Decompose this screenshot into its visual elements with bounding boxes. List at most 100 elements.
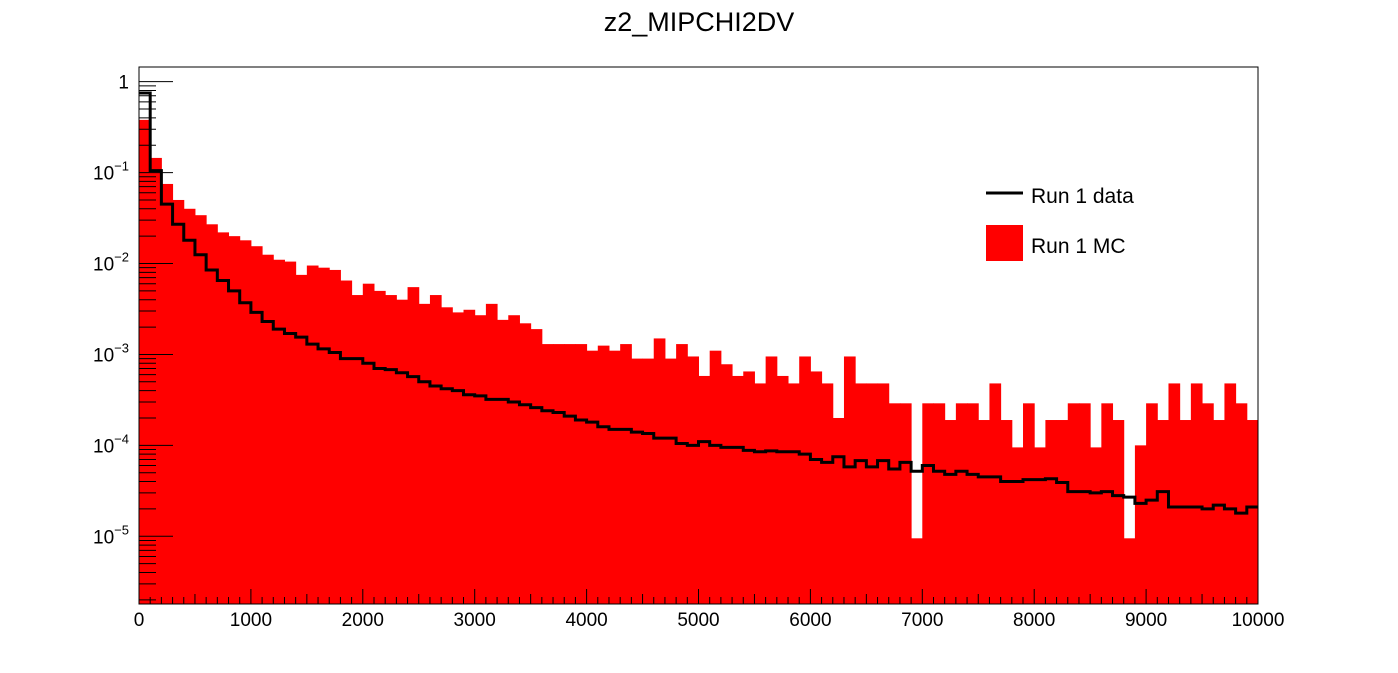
mc-bar [620,344,632,604]
mc-bar [1202,403,1214,604]
mc-bar [497,319,509,604]
mc-bar [877,383,890,604]
mc-bar [676,344,688,604]
mc-bar [318,267,330,604]
mc-bar [463,309,476,604]
y-tick-label: 1 [118,73,129,94]
mc-bar [306,265,319,604]
legend-swatch-run1-mc [986,225,1023,261]
legend-label-run1-data: Run 1 data [1031,185,1134,208]
mc-bar [1112,420,1125,604]
mc-bar [922,403,934,604]
chart-title: z2_MIPCHI2DV [604,7,795,37]
mc-bar [575,344,588,604]
mc-bar [250,246,263,604]
mc-bar [788,383,800,604]
x-tick-label: 4000 [565,610,607,631]
mc-bar [1224,383,1237,604]
legend: Run 1 data Run 1 MC [986,185,1134,261]
mc-bar [1179,420,1192,604]
mc-bar [1011,447,1024,604]
mc-bar [967,403,979,604]
mc-bar [1123,538,1136,604]
mc-bar [799,356,811,604]
mc-bar [340,280,353,604]
mc-bar [429,295,442,604]
mc-bar [239,240,252,604]
mc-bar [183,208,196,604]
mc-bar [1235,403,1248,604]
mc-bar [1045,420,1058,604]
x-tick-label: 8000 [1013,610,1055,631]
mc-bar [642,358,655,604]
x-tick-label: 10000 [1232,610,1285,631]
x-tick-label: 5000 [677,610,719,631]
mc-bar [1023,403,1035,604]
mc-bar [362,283,375,604]
mc-bar [1246,420,1259,604]
mc-bar [989,383,1002,604]
mc-bar [765,356,778,604]
x-tick-label: 1000 [230,610,272,631]
mc-bar [1067,403,1080,604]
mc-bar [407,287,420,604]
mc-bar [597,345,610,604]
mc-bar [855,383,867,604]
x-tick-label: 6000 [789,610,831,631]
mc-bar [1157,420,1169,604]
x-tick-label: 0 [134,610,145,631]
mc-bar [664,358,677,604]
mc-bar [899,403,912,604]
mc-bar [754,383,767,604]
mc-bar [743,371,755,604]
mc-bar [1168,383,1181,604]
mc-bar [698,375,711,604]
x-tick-label: 3000 [454,610,496,631]
x-tick-label: 9000 [1125,610,1167,631]
x-axis: 0 1000 2000 3000 4000 5000 6000 7000 8000 9000 100… [134,589,1285,631]
mc-bar [228,236,241,604]
mc-bar [161,183,174,604]
mc-bar [978,420,990,604]
mc-bar [474,315,487,604]
mc-bar [832,417,845,604]
mc-bar [262,254,274,604]
mc-bar [452,312,465,604]
mc-bar [687,356,699,604]
mc-bar [720,364,733,604]
mc-bar [631,358,644,604]
mc-bar [888,403,901,604]
legend-label-run1-mc: Run 1 MC [1031,235,1126,258]
mc-bar [821,383,834,604]
mc-bar [1134,445,1147,604]
mc-bar [530,329,543,604]
mc-bar [1090,447,1102,604]
mc-bar [1078,403,1091,604]
mc-bar [284,261,297,604]
mc-bar [553,344,565,604]
mc-bar [373,290,386,604]
mc-bar [653,338,666,604]
mc-bar [217,232,230,604]
mc-bar [843,356,856,604]
mc-bar [1034,447,1046,604]
mc-bar [396,299,409,604]
mc-bar [1101,403,1114,604]
mc-histogram-series [139,119,1259,605]
mc-bar [1213,420,1225,604]
mc-bar [776,375,789,604]
mc-bar [206,224,218,605]
mc-bar [329,269,341,604]
mc-bar [441,307,453,604]
mc-bar [709,350,722,604]
y-tick-label: 10−1 [93,159,129,185]
mc-bar [172,199,185,604]
mc-bar [418,303,431,604]
mc-bar [519,323,532,604]
mc-bar [150,157,162,605]
mc-bar [911,538,923,604]
mc-bar [351,295,364,604]
mc-bar [385,295,397,604]
mc-bar [732,375,744,604]
